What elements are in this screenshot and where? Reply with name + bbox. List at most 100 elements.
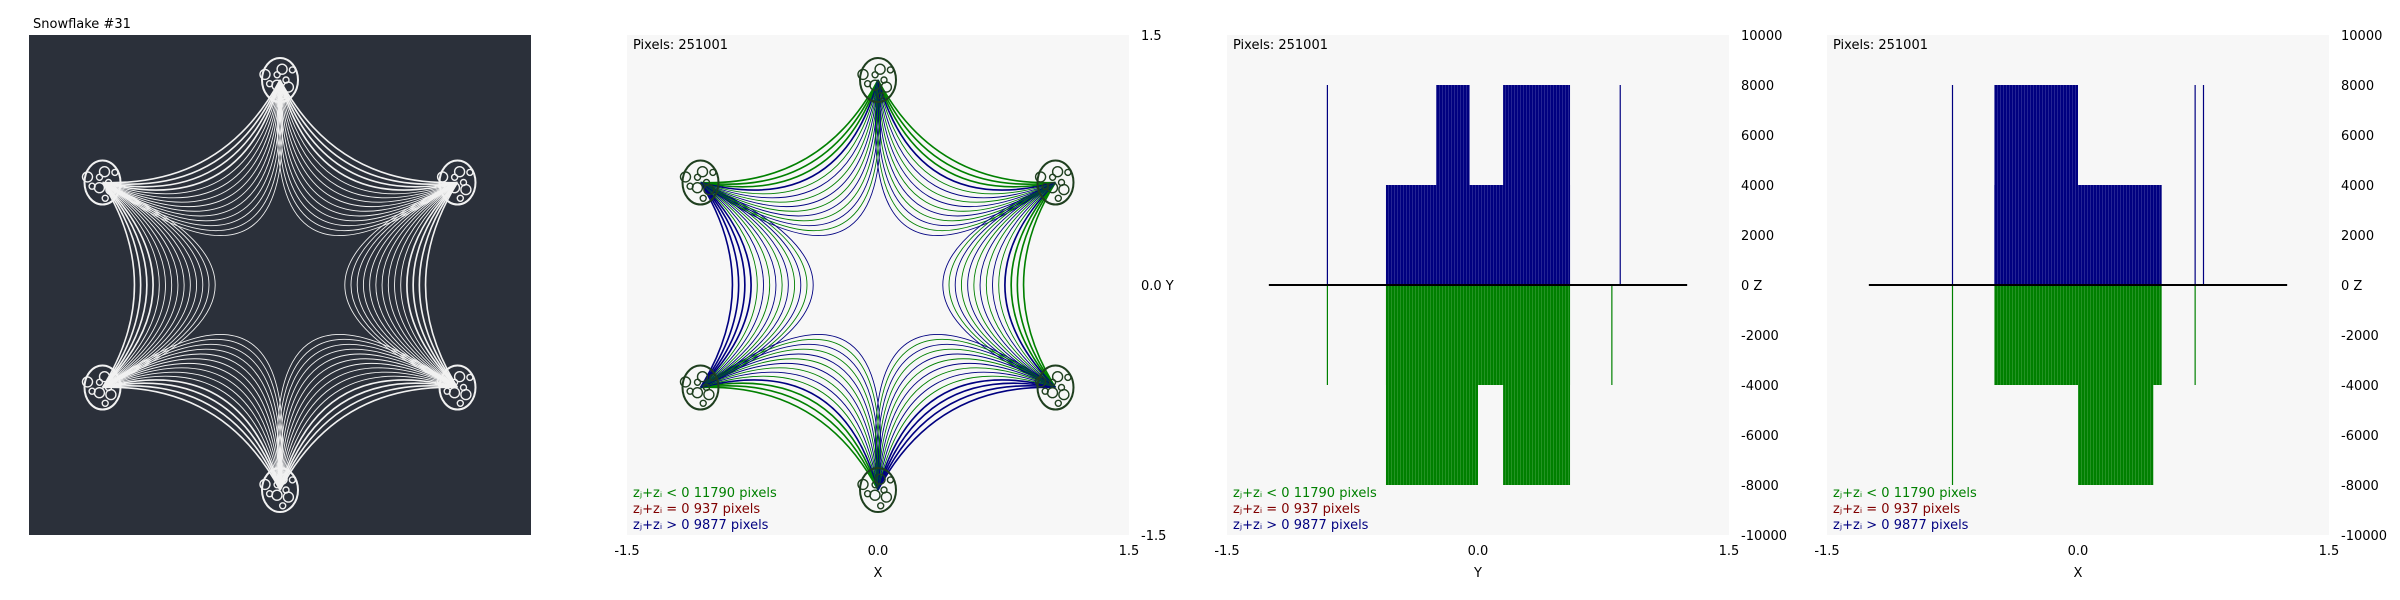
flake-arc <box>700 79 879 207</box>
negative-block <box>1385 285 1478 485</box>
flake-tip-detail <box>453 165 466 178</box>
flake-arc <box>700 353 879 491</box>
flake-arc <box>279 79 458 195</box>
flake-arc <box>877 385 1056 491</box>
pixels-label-xy: Pixels: 251001 <box>633 38 728 53</box>
y-tick-label: -2000 <box>1741 329 1779 344</box>
flake-arc <box>102 79 281 188</box>
flake-arc <box>700 182 758 388</box>
legend-entry: zⱼ+zᵢ > 0 9877 pixels <box>1833 518 1969 533</box>
legend-label: zⱼ+zᵢ < 0 <box>1233 486 1294 501</box>
flake-tip-detail <box>105 183 117 196</box>
pixels-label-xz: Pixels: 251001 <box>1833 38 1928 53</box>
x-tick-label: -1.5 <box>614 544 639 559</box>
flake-tip <box>438 159 477 206</box>
flake-arc <box>700 79 879 191</box>
flake-arc <box>967 182 1056 388</box>
y-tick-label: -4000 <box>2341 379 2379 394</box>
flake-tip <box>83 364 122 411</box>
flake-tip-detail <box>874 63 886 75</box>
y-tick-label: 4000 <box>2341 179 2374 194</box>
flake-arc <box>877 386 1056 491</box>
x-tick-label: 0.0 <box>2068 544 2089 559</box>
flake-arc <box>102 79 281 222</box>
flake-arc <box>700 334 881 491</box>
flake-arc <box>877 375 1056 491</box>
flake-tip-detail <box>456 194 464 203</box>
flake-arc <box>406 181 459 389</box>
flake-arc <box>877 79 1056 212</box>
flake-arc <box>876 79 1056 227</box>
flake-arc <box>954 182 1056 388</box>
flake-tip-detail <box>1054 194 1063 203</box>
flake-tip <box>438 364 477 411</box>
flake-arc <box>700 348 879 491</box>
pixels-label-yz: Pixels: 251001 <box>1233 38 1328 53</box>
x-axis-label: Y <box>1473 566 1482 581</box>
flake-arc <box>700 182 795 388</box>
flake-tip-detail <box>863 79 872 88</box>
flake-arc <box>875 79 1056 236</box>
flake-tip-detail <box>105 388 117 401</box>
flake-arc <box>877 79 1056 184</box>
flake-arc <box>102 182 191 388</box>
flake-tip-detail <box>696 371 709 383</box>
flake-arc <box>102 79 282 232</box>
y-tick-label: 6000 <box>2341 129 2374 144</box>
legend-count: 9877 pixels <box>1294 518 1369 533</box>
legend-label: zⱼ+zᵢ = 0 <box>1233 502 1294 517</box>
x-tick-label: 1.5 <box>2319 544 2340 559</box>
legend-count: 11790 pixels <box>1894 486 1977 501</box>
flake-arc <box>102 182 166 388</box>
flake-arc <box>942 182 1056 388</box>
flake-arc <box>356 182 458 388</box>
panel-yz: Pixels: 251001 zⱼ+zᵢ < 0 11790 pixelszⱼ+… <box>1214 29 1787 581</box>
flake-arc <box>700 79 881 236</box>
flake-arc <box>102 182 204 388</box>
x-tick-label: -1.5 <box>1814 544 1839 559</box>
legend-entry: zⱼ+zᵢ < 0 11790 pixels <box>633 486 777 501</box>
legend-count: 9877 pixels <box>1894 518 1969 533</box>
y-tick-label: -6000 <box>1741 429 1779 444</box>
flake-tip-detail <box>276 473 288 485</box>
flake-arc <box>102 79 281 217</box>
flake-arc <box>277 79 458 236</box>
flake-arc <box>102 182 173 388</box>
legend-count: 11790 pixels <box>694 486 777 501</box>
flake-arc <box>102 334 283 491</box>
flake-arc <box>101 182 142 388</box>
y-tick-label: -8000 <box>1741 479 1779 494</box>
flake-arc <box>279 79 458 217</box>
flake-arc <box>1010 181 1057 389</box>
panel-title: Snowflake #31 <box>33 17 131 32</box>
flake-tip <box>681 364 720 411</box>
legend-count: 937 pixels <box>694 502 761 517</box>
flake-arc <box>877 348 1056 491</box>
projection-xy <box>679 57 1075 513</box>
flake-arc <box>279 382 458 491</box>
flake-tip-detail <box>265 490 274 498</box>
flake-tip-detail <box>877 502 885 510</box>
x-tick-label: 1.5 <box>1719 544 1740 559</box>
legend-label: zⱼ+zᵢ = 0 <box>633 502 694 517</box>
flake-arc <box>279 385 458 491</box>
flake-tip-detail <box>699 194 707 203</box>
y-tick-label: 8000 <box>1741 79 1774 94</box>
legend-label: zⱼ+zᵢ > 0 <box>633 518 694 533</box>
flake-arc <box>279 371 458 491</box>
y-tick-label: 2000 <box>2341 229 2374 244</box>
flake-tip-detail <box>880 81 893 93</box>
y-tick-label: -4000 <box>1741 379 1779 394</box>
flake-arc <box>102 182 179 388</box>
axes-yz: -1.5 0.0 1.5 Y 10000 8000 6000 4000 2000 0 Z -2000… <box>1214 29 1787 581</box>
flake-arc <box>363 182 458 388</box>
flake-arc <box>700 182 777 388</box>
legend-label: zⱼ+zᵢ > 0 <box>1833 518 1894 533</box>
y-tick-label: 2000 <box>1741 229 1774 244</box>
legend-entry: zⱼ+zᵢ > 0 9877 pixels <box>1233 518 1369 533</box>
flake-tip <box>1036 364 1075 411</box>
flake-arc <box>700 79 879 217</box>
flake-arc <box>877 79 1056 217</box>
flake-arc <box>700 79 880 232</box>
